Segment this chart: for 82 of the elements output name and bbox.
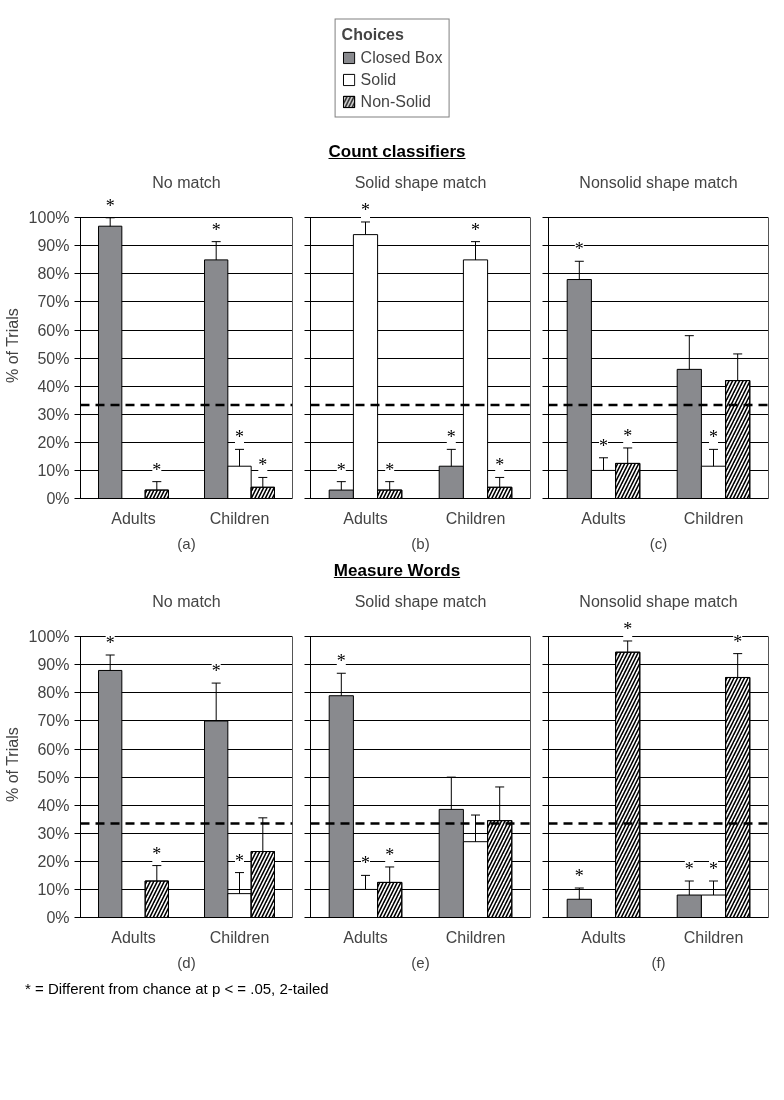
data-label: * [152,459,162,480]
y-tick-label: 40% [37,377,70,395]
legend-label: Solid [360,70,397,88]
data-label: * [211,661,221,682]
y-tick-label: 0% [46,909,70,926]
x-tick-label: Adults [581,509,626,527]
x-tick-label: Adults [111,509,156,527]
data-label: * [385,459,395,480]
data-label: * [599,435,608,456]
x-axis-title: (d) [177,953,196,971]
data-label: * [336,651,346,672]
x-tick-label: Children [683,509,744,527]
data-label: * [684,859,694,879]
x-tick-label: Children [683,928,744,946]
chart-title: Count classifiers [327,141,467,163]
x-tick-label: Children [445,928,506,946]
y-tick-label: 70% [37,293,70,311]
y-tick-label: 60% [37,740,70,758]
data-label: * [709,427,718,448]
chart-subtitle: No match [152,173,221,191]
x-axis-title: (a) [177,534,196,552]
x-tick-label: Children [445,509,506,527]
chart-subtitle: No match [152,592,221,610]
x-axis-title: (b) [411,534,430,552]
data-label: * [495,455,505,476]
x-tick-label: Adults [343,928,388,946]
y-tick-label: 90% [37,656,70,674]
data-label: * [446,427,456,448]
data-label: * [211,219,221,240]
x-axis-title: (f) [651,953,666,971]
data-label: * [105,633,115,654]
y-tick-label: 0% [46,490,70,507]
text: * = Different from chance at p < = .05, 2-tailed [24,979,329,999]
data-label: * [235,427,244,448]
y-tick-label: 90% [37,237,70,255]
y-axis-title: % of Trials [3,727,21,802]
y-axis-title: % of Trials [3,308,21,383]
legend-label: Non-Solid [360,92,431,110]
chart-subtitle: Solid shape match [354,592,487,610]
y-tick-label: 100% [28,209,70,227]
y-tick-label: 10% [37,461,70,479]
y-tick-label: 40% [37,796,70,814]
data-label: * [105,195,115,216]
data-label: * [361,199,370,220]
y-tick-label: 80% [37,265,70,283]
data-label: * [709,859,718,879]
x-axis-title: (c) [649,534,668,552]
data-label: * [574,239,584,260]
y-tick-label: 60% [37,321,70,339]
x-axis-title: (e) [411,953,430,971]
data-label: * [623,425,633,446]
y-tick-label: 20% [37,852,70,870]
y-tick-label: 20% [37,433,70,451]
legend-title: Choices [341,25,405,43]
data-label: * [733,631,743,652]
data-label: * [471,219,480,240]
data-label: * [623,618,633,639]
y-tick-label: 30% [37,824,70,842]
x-tick-label: Adults [581,928,626,946]
x-tick-label: Adults [343,509,388,527]
y-tick-label: 10% [37,880,70,898]
chart-subtitle: Solid shape match [354,173,487,191]
y-tick-label: 30% [37,405,70,423]
chart-title: Measure Words [332,560,462,582]
x-tick-label: Children [209,509,270,527]
x-tick-label: Adults [111,928,156,946]
data-label: * [235,850,244,871]
data-label: * [361,853,370,874]
x-tick-label: Children [209,928,270,946]
legend-label: Closed Box [360,48,443,66]
y-tick-label: 50% [37,768,70,786]
y-tick-label: 100% [28,628,70,646]
data-label: * [152,843,162,864]
y-tick-label: 50% [37,349,70,367]
data-label: * [258,455,268,476]
y-tick-label: 80% [37,684,70,702]
chart-subtitle: Nonsolid shape match [579,173,738,191]
data-label: * [574,866,584,887]
data-label: * [336,459,346,480]
chart-subtitle: Nonsolid shape match [579,592,738,610]
data-label: * [385,844,395,865]
y-tick-label: 70% [37,712,70,730]
